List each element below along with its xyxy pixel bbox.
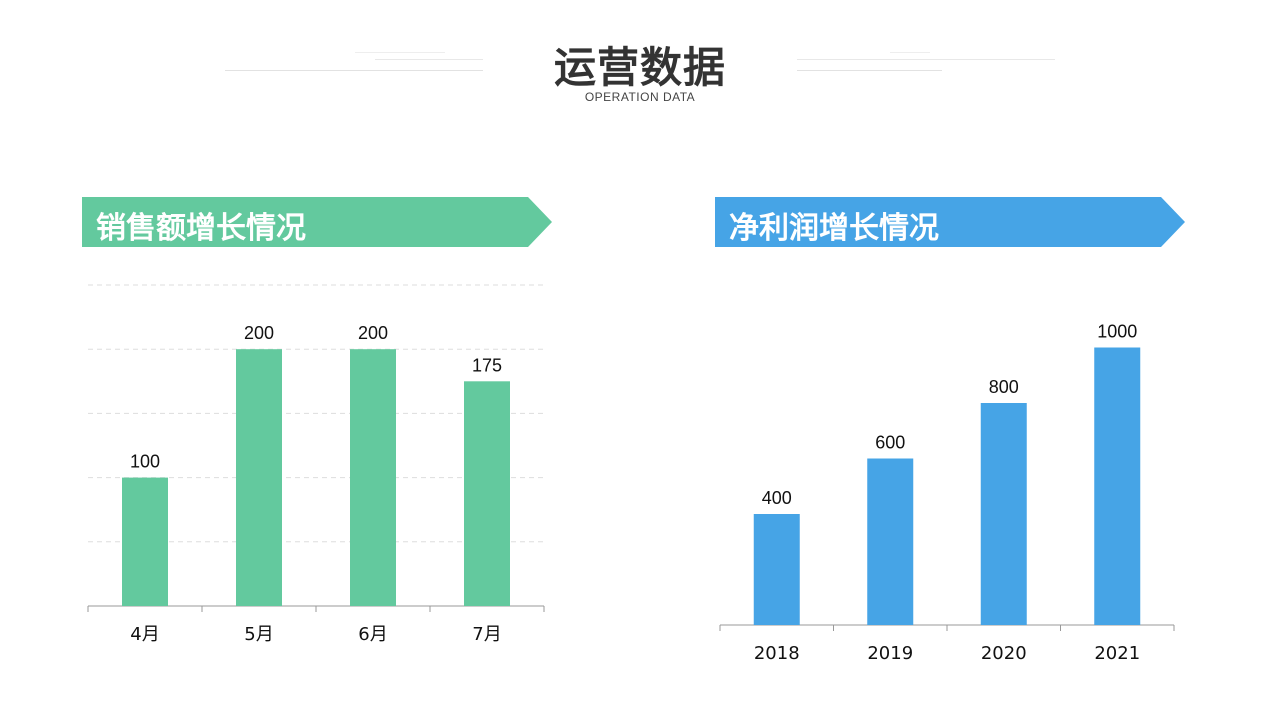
sales-growth-title: 销售额增长情况 <box>96 211 306 246</box>
decorative-line <box>225 70 483 71</box>
bar <box>350 349 396 606</box>
category-label: 6月 <box>358 624 387 645</box>
bar <box>753 514 800 625</box>
data-label: 600 <box>875 433 905 453</box>
banner-arrow-shape <box>82 197 552 247</box>
banner-arrow-shape <box>715 197 1185 247</box>
data-label: 800 <box>989 377 1019 397</box>
bar <box>464 381 510 606</box>
category-label: 2021 <box>1094 643 1140 664</box>
slide-header: 运营数据 OPERATION DATA <box>0 0 1280 120</box>
sales-bar-chart: 100 4月 200 5月 200 6月 175 7月 <box>87 280 545 660</box>
profit-growth-banner: 净利润增长情况 <box>715 197 1185 247</box>
profit-growth-title: 净利润增长情况 <box>729 211 939 246</box>
category-label: 7月 <box>472 624 501 645</box>
data-label: 400 <box>762 488 792 508</box>
bar <box>122 477 168 606</box>
bar <box>236 349 282 606</box>
profit-bar-chart: 400 2018 600 2019 800 2020 1000 2021 <box>719 300 1175 680</box>
sales-chart-svg: 100 4月 200 5月 200 6月 175 7月 <box>87 284 545 645</box>
data-label: 200 <box>244 323 274 343</box>
data-label: 100 <box>130 452 160 472</box>
category-label: 2019 <box>867 643 913 664</box>
decorative-line <box>890 52 930 53</box>
bar <box>867 458 914 625</box>
decorative-line <box>797 70 942 71</box>
category-label: 4月 <box>130 624 159 645</box>
sales-growth-banner: 销售额增长情况 <box>82 197 552 247</box>
data-label: 1000 <box>1097 322 1137 342</box>
category-label: 2018 <box>754 643 800 664</box>
decorative-line <box>797 59 1055 60</box>
page-title: 运营数据 <box>553 43 726 92</box>
category-label: 2020 <box>981 643 1027 664</box>
bar <box>1094 347 1141 625</box>
decorative-line <box>375 59 483 60</box>
category-label: 5月 <box>244 624 273 645</box>
data-label: 200 <box>358 323 388 343</box>
profit-chart-svg: 400 2018 600 2019 800 2020 1000 2021 <box>719 322 1175 664</box>
data-label: 175 <box>472 355 502 375</box>
decorative-line <box>355 52 445 53</box>
page-subtitle: OPERATION DATA <box>584 90 696 104</box>
bar <box>980 403 1027 625</box>
